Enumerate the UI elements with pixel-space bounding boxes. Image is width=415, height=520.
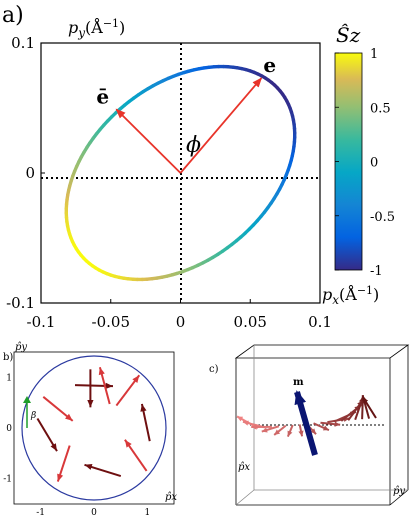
ellipse-segment [273, 83, 280, 90]
reference-arrow-head [23, 396, 31, 403]
panel-b: b) p̂y p̂x -1 0 1 1 0 -1 β [3, 342, 177, 518]
angle-beta-label: β [30, 411, 36, 421]
plot-c-xlabel: p̂x [238, 462, 250, 473]
y-tick-label: 0.1 [11, 34, 35, 52]
helix-arrow-head [322, 425, 329, 431]
b-arrow-head [65, 413, 73, 421]
plot-b-arrows [36, 366, 151, 482]
x-tick-label: -0.1 [27, 313, 56, 331]
colorbar-title: Ŝz [336, 22, 361, 47]
m-vector-arrow [294, 390, 318, 456]
plot-a-x-ticks: -0.1 -0.05 0 0.05 0.1 [27, 299, 332, 331]
unit-circle [21, 355, 167, 501]
b-arrow-head [124, 439, 132, 448]
b-y-tick-label: 0 [6, 424, 12, 434]
helix-arrow-head [251, 424, 257, 430]
panel-c: c) m p̂x p̂y [209, 344, 410, 506]
y-tick-label: -0.1 [6, 294, 35, 312]
b-arrow-head [105, 382, 113, 390]
x-tick-label: 0.1 [308, 313, 332, 331]
vector-e [179, 77, 263, 174]
angle-phi-label: ϕ [186, 133, 201, 158]
plot-a-xlabel: px(Å−1) [322, 284, 379, 307]
b-y-tick-label: 1 [6, 373, 12, 383]
b-arrow-head [98, 367, 105, 376]
b-x-tick-label: 0 [91, 508, 97, 518]
b-x-tick-label: -1 [36, 508, 45, 518]
helix-arrow-head [274, 429, 281, 435]
plot-b-frame [13, 351, 175, 505]
b-arrow-head [57, 473, 64, 482]
colorbar-tick-label: 0 [370, 156, 378, 171]
helix-arrow-head [334, 421, 341, 427]
helix-arrow-head [287, 430, 293, 437]
x-tick-label: 0 [176, 313, 186, 331]
helix-arrow-head [363, 397, 369, 404]
polarization-vectors: eē [96, 53, 276, 174]
colorbar-tick-label: -1 [370, 264, 383, 279]
helix-arrow-head [242, 420, 249, 426]
vector-label: e [263, 53, 276, 77]
vector-label: ē [96, 84, 109, 108]
panel-b-label: b) [3, 352, 13, 363]
helix-arrow-head [261, 427, 268, 433]
helix-arrows [236, 395, 377, 438]
colorbar [334, 52, 363, 271]
b-arrow-head [140, 403, 147, 412]
colorbar-tick-label: 0.5 [370, 101, 391, 116]
plot-b-ylabel: p̂y [15, 342, 27, 353]
x-tick-label: -0.05 [92, 313, 130, 331]
plot-c-ylabel: p̂y [393, 486, 405, 497]
helix-arrow-head [298, 430, 304, 437]
colorbar-tick-label: -0.5 [370, 210, 395, 225]
b-x-tick-label: 1 [144, 508, 150, 518]
b-y-tick-label: -1 [3, 475, 12, 485]
panel-a-label: a) [2, 3, 24, 28]
plot-a-y-ticks: 0.1 0 -0.1 [6, 34, 45, 312]
y-tick-label: 0 [25, 164, 35, 182]
helix-arrow-head [237, 416, 244, 422]
vector-e-bar [115, 108, 182, 174]
b-arrow-head [50, 443, 57, 452]
colorbar-ticks: 1 0.5 0 -0.5 -1 [335, 47, 395, 279]
panel-c-label: c) [209, 364, 219, 375]
helix-arrow-head [310, 428, 317, 435]
plot-b-ticks: -1 0 1 1 0 -1 [3, 373, 150, 518]
x-tick-label: 0.05 [234, 313, 267, 331]
b-arrow-head [84, 463, 93, 470]
plot-a-ylabel: py(Å−1) [68, 17, 125, 40]
b-arrow-head [132, 375, 140, 383]
plot-b-xlabel: p̂x [165, 492, 177, 503]
m-vector-label: m [293, 377, 304, 388]
panel-a: a) py(Å−1) px(Å−1) -0.1 -0.05 0 0.05 0.1 0.1… [2, 3, 395, 331]
box-3d [234, 344, 410, 506]
b-arrow-head [87, 399, 94, 408]
ellipse-curve [64, 64, 297, 282]
colorbar-tick-label: 1 [370, 47, 378, 62]
